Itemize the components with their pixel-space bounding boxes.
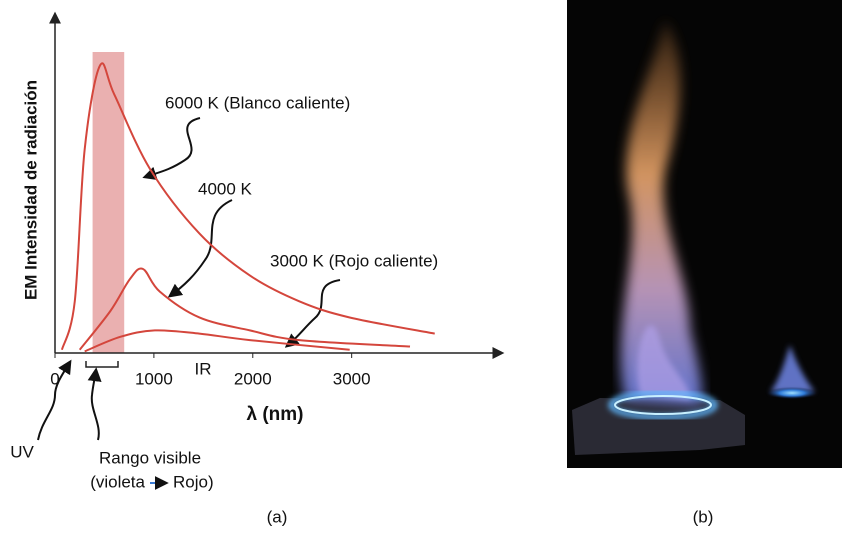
arrow [284,279,341,348]
series-label: 4000 K [198,179,253,198]
arrow [142,117,201,181]
x-tick-label: 2000 [234,369,272,388]
visible-bracket [85,361,119,368]
x-tick-label: 1000 [135,369,173,388]
arrow [37,359,72,441]
visible-from: (violeta [90,472,145,491]
y-axis-label: EM Intensidad de radiación [21,80,40,300]
uv-label: UV [10,442,34,461]
curve [84,329,350,353]
arrow [167,199,233,298]
ir-label: IR [195,359,212,378]
x-tick-label: 3000 [333,369,371,388]
visible-to: Rojo) [173,472,214,491]
x-axis-label: λ (nm) [247,404,304,425]
panel-label: (b) [693,507,714,526]
series-label: 3000 K (Rojo caliente) [270,251,438,270]
series-label: 6000 K (Blanco caliente) [165,93,350,112]
arrow [87,367,102,441]
x-tick-label: 0 [50,369,59,388]
curve [78,267,411,351]
visible-label: Rango visible [99,448,201,467]
visible-band [92,52,125,353]
photo [567,0,842,468]
curve [60,62,435,351]
panel-label: (a) [267,507,288,526]
